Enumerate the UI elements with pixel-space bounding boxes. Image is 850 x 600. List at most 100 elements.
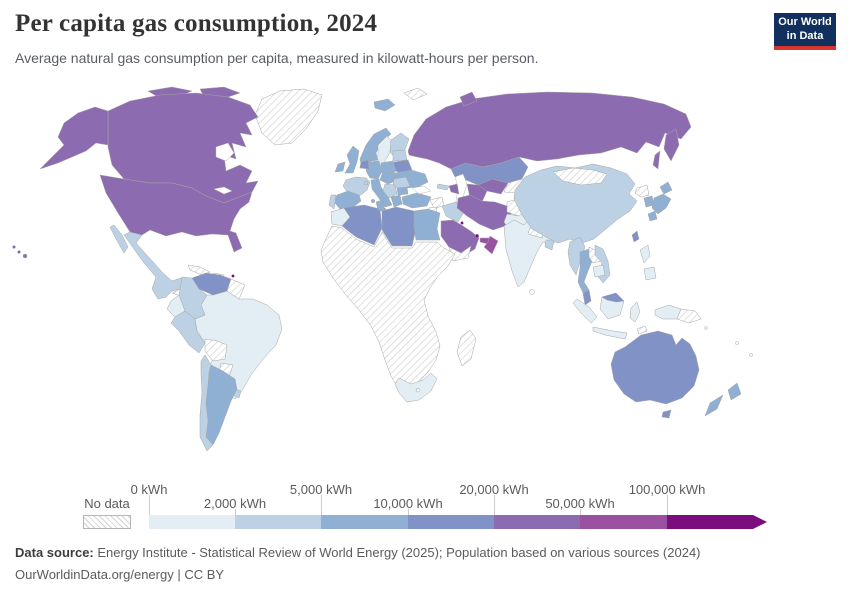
legend-segment-10-20k[interactable] (408, 515, 494, 529)
country-indonesia-sulawesi[interactable] (629, 301, 641, 323)
country-indonesia-java[interactable] (592, 326, 628, 340)
country-new-zealand-north[interactable] (727, 382, 742, 401)
legend-tick-label-4: 20,000 kWh (459, 482, 529, 497)
country-guyana-suriname[interactable] (226, 278, 246, 300)
country-malaysia-borneo[interactable] (601, 292, 625, 303)
legend-tick-label-0: 0 kWh (130, 482, 168, 497)
country-australia[interactable] (610, 330, 700, 405)
legend-segment-5-10k[interactable] (321, 515, 408, 529)
country-east-timor[interactable] (636, 325, 648, 335)
country-iran[interactable] (456, 194, 512, 231)
country-netherlands-belgium[interactable] (359, 159, 370, 170)
country-peru[interactable] (170, 310, 206, 354)
country-philippines-luzon[interactable] (639, 244, 651, 264)
country-switzerland[interactable] (363, 180, 369, 186)
country-malaysia-peninsula[interactable] (582, 289, 592, 306)
footer-license-line[interactable]: OurWorldinData.org/energy | CC BY (15, 567, 225, 582)
country-libya[interactable] (381, 206, 417, 247)
country-bolivia[interactable] (204, 338, 228, 362)
country-russia[interactable] (407, 91, 692, 170)
country-russia-sakhalin[interactable] (652, 150, 661, 170)
country-japan-honshu[interactable] (651, 193, 672, 215)
black-sea (411, 185, 432, 195)
legend-tick-3 (408, 509, 409, 515)
country-madagascar[interactable] (456, 329, 477, 367)
country-italy-sardinia[interactable] (370, 198, 376, 204)
country-mexico-baja[interactable] (109, 224, 129, 254)
country-bulgaria[interactable] (396, 186, 409, 196)
country-mongolia[interactable] (552, 167, 608, 186)
country-greenland[interactable] (254, 88, 323, 146)
country-svalbard[interactable] (403, 87, 428, 101)
legend-segment-20-50k[interactable] (494, 515, 580, 529)
country-indonesia-sumatra[interactable] (572, 298, 598, 324)
legend-segment-2-5k[interactable] (235, 515, 321, 529)
country-sri-lanka[interactable] (529, 289, 535, 295)
country-south-africa[interactable] (394, 372, 438, 403)
country-italy[interactable] (370, 178, 393, 208)
country-indonesia-papua[interactable] (654, 304, 682, 320)
legend-tick-0 (149, 495, 150, 515)
legend-tick-label-2: 5,000 kWh (289, 482, 353, 497)
legend-tick-2 (321, 495, 322, 515)
country-new-zealand-south[interactable] (704, 394, 724, 417)
country-oman[interactable] (483, 235, 499, 255)
country-portugal[interactable] (328, 194, 337, 210)
footer-source-label: Data source: (15, 545, 94, 560)
owid-logo-line2: in Data (786, 30, 824, 42)
hudson-bay (215, 142, 235, 162)
country-chile[interactable] (199, 354, 214, 452)
world-map (12, 86, 753, 452)
country-denmark[interactable] (369, 152, 379, 162)
country-ireland[interactable] (334, 161, 346, 173)
legend-segment-100k-plus[interactable] (667, 515, 767, 529)
country-usa-hawaii-3[interactable] (22, 253, 28, 259)
country-usa-alaska[interactable] (39, 106, 109, 170)
country-russia-novaya-zemlya[interactable] (459, 91, 478, 107)
legend-tick-6 (667, 495, 668, 515)
country-iceland[interactable] (373, 98, 396, 112)
country-azerbaijan[interactable] (448, 183, 460, 195)
country-algeria[interactable] (341, 204, 383, 246)
pacific-island-2 (735, 341, 739, 345)
country-baltic-states[interactable] (392, 149, 408, 162)
country-papua-new-guinea[interactable] (676, 308, 702, 324)
legend-no-data-swatch[interactable] (83, 515, 131, 529)
country-united-kingdom[interactable] (344, 145, 360, 174)
country-cambodia[interactable] (592, 264, 606, 278)
country-japan-hokkaido[interactable] (659, 181, 673, 195)
country-japan-kyushu[interactable] (647, 210, 658, 222)
country-china[interactable] (513, 163, 638, 244)
footer-source-text: Energy Institute - Statistical Review of… (97, 545, 701, 560)
footer: Data source: Energy Institute - Statisti… (15, 542, 701, 586)
footer-source-line: Data source: Energy Institute - Statisti… (15, 542, 701, 564)
legend-tick-1 (235, 509, 236, 515)
country-egypt[interactable] (413, 208, 441, 241)
country-usa-hawaii-2[interactable] (17, 250, 21, 254)
country-australia-tasmania[interactable] (661, 409, 672, 419)
country-bangladesh[interactable] (544, 239, 555, 251)
owid-logo[interactable]: Our World in Data (774, 13, 836, 50)
country-qatar[interactable] (474, 233, 480, 239)
country-sub-saharan-africa[interactable] (320, 225, 456, 395)
country-trinidad-and-tobago[interactable] (231, 274, 235, 278)
country-balkans[interactable] (382, 183, 398, 199)
legend-segment-0-2k[interactable] (149, 515, 235, 529)
country-kuwait[interactable] (460, 221, 464, 225)
country-argentina[interactable] (205, 364, 238, 446)
country-myanmar[interactable] (567, 236, 586, 276)
country-north-korea[interactable] (634, 184, 650, 198)
country-lesotho[interactable] (415, 387, 421, 393)
country-turkey[interactable] (401, 192, 432, 209)
country-usa-hawaii-1[interactable] (12, 245, 16, 249)
country-georgia[interactable] (436, 183, 450, 191)
legend-segment-50-100k[interactable] (580, 515, 667, 529)
country-russia-kamchatka[interactable] (663, 128, 680, 162)
country-philippines-mindanao[interactable] (643, 266, 657, 281)
legend-tick-5 (580, 509, 581, 515)
page-title: Per capita gas consumption, 2024 (15, 10, 378, 37)
country-taiwan[interactable] (631, 230, 640, 243)
country-vietnam[interactable] (594, 244, 611, 284)
country-greece[interactable] (390, 194, 403, 208)
